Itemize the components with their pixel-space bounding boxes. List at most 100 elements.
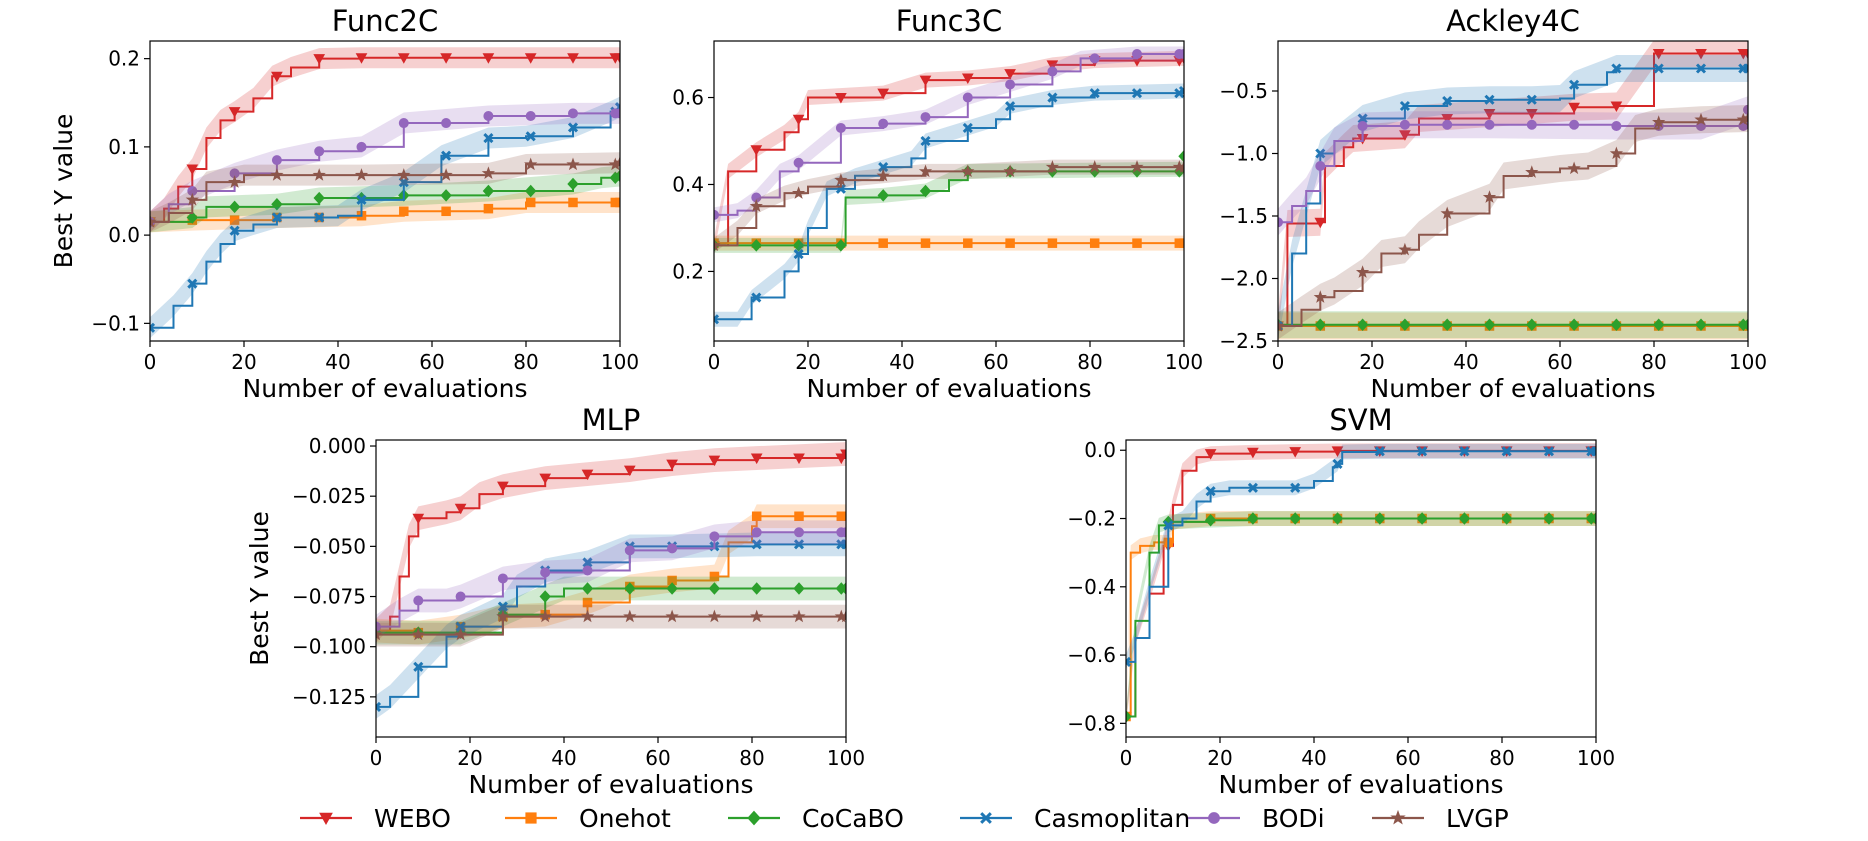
marker-bodi [398,118,409,129]
x-tick-label: 100 [601,350,639,374]
legend: WEBO Onehot CoCaBO Casmoplitan BODi LVGP [300,804,1509,833]
legend-item-cocabo: CoCaBO [728,804,904,833]
marker-casmoplitan [1315,148,1326,159]
marker-lvgp [1694,112,1708,126]
marker-casmoplitan [920,135,931,147]
legend-label: LVGP [1446,804,1509,833]
marker-casmoplitan [1526,94,1537,105]
marker-onehot [1179,238,1184,248]
x-tick-label: 60 [1395,746,1420,770]
marker-lvgp [1398,242,1412,256]
x-tick-label: 80 [513,350,538,374]
x-tick-label: 0 [708,350,721,374]
x-tick-label: 60 [645,746,670,770]
marker-webo [1314,217,1327,229]
marker-casmoplitan [314,212,325,223]
marker-onehot [709,571,720,582]
marker-lvgp [453,627,468,641]
marker-casmoplitan [1131,88,1143,99]
band-onehot [376,504,846,645]
marker-lvgp [1609,146,1624,160]
y-tick-label: 0.2 [672,259,704,283]
marker-cocabo [792,239,805,252]
marker-casmoplitan [483,132,494,144]
x-tick-label: 20 [457,746,482,770]
marker-lvgp [750,609,764,623]
marker-bodi [751,527,762,538]
marker-casmoplitan [714,314,720,325]
marker-cocabo [1543,512,1555,525]
marker-lvgp [839,609,846,623]
marker-webo [1652,49,1665,60]
marker-lvgp [792,609,806,623]
marker-casmoplitan [271,212,282,223]
x-tick-label: 40 [551,746,576,770]
x-tick-label: 40 [325,350,350,374]
marker-casmoplitan [1178,85,1184,97]
marker-cocabo [1126,710,1132,723]
marker-webo [750,453,763,465]
marker-casmoplitan [413,661,424,672]
marker-webo [1331,446,1344,457]
band-bodi [1278,96,1748,236]
panel-title: SVM [1329,403,1392,437]
marker-webo [961,73,974,84]
marker-bodi [962,92,973,103]
legend-marker-onehot [525,812,537,824]
marker-webo [1204,449,1217,460]
marker-webo [271,71,283,83]
marker-webo [1525,109,1538,120]
marker-webo [1695,49,1707,60]
band-webo [1126,443,1596,724]
legend-item-lvgp: LVGP [1372,804,1509,833]
panel-title: Func2C [332,4,439,38]
marker-bodi [455,591,466,602]
legend-marker-bodi [1208,812,1220,824]
marker-webo [355,53,368,64]
marker-onehot [1132,238,1142,248]
marker-casmoplitan [1247,482,1258,493]
line-casmoplitan [714,91,1184,321]
series-group [376,442,846,719]
panel-svm: SVM 0 20 40 60 80 100 −0.8 −0.6 −0.4 −0.2 0.0 Number… [1067,403,1615,799]
x-tick-label: 20 [795,350,820,374]
x-tick-label: 40 [1301,746,1326,770]
x-tick-label: 0 [1120,746,1133,770]
marker-cocabo [1314,318,1326,331]
y-tick-label: −0.100 [292,635,366,659]
marker-casmoplitan [793,248,804,260]
marker-casmoplitan [1047,92,1058,103]
marker-bodi [1357,121,1368,131]
marker-webo [750,145,763,156]
marker-onehot [441,206,451,217]
marker-webo [877,88,890,100]
marker-bodi [793,157,804,168]
series-group [714,46,1184,327]
marker-webo [1004,69,1016,80]
marker-lvgp [1525,165,1539,178]
panel-func3c: Func3C 0 20 40 60 80 100 0.2 0.4 0.6 Number of eva… [672,4,1203,403]
marker-cocabo [539,590,551,603]
marker-casmoplitan [376,701,382,712]
marker-casmoplitan [878,162,889,173]
marker-bodi [1611,121,1622,131]
marker-lvgp [707,609,722,623]
x-tick-label: 60 [419,350,444,374]
y-tick-label: 0.0 [108,223,140,247]
x-axis-label: Number of evaluations [469,770,754,799]
marker-bodi [1132,49,1142,60]
marker-lvgp [411,627,425,641]
marker-bodi [1179,49,1184,60]
x-tick-label: 40 [1453,350,1478,374]
marker-casmoplitan [1399,100,1410,112]
band-webo [150,47,620,233]
marker-casmoplitan [567,122,579,133]
x-tick-label: 100 [827,746,865,770]
marker-cocabo [1590,512,1596,525]
marker-bodi [1047,66,1058,77]
line-casmoplitan [150,107,620,329]
marker-casmoplitan [1374,446,1385,457]
line-cocabo [376,587,846,634]
marker-lvgp [714,238,721,251]
marker-webo [1568,102,1580,114]
